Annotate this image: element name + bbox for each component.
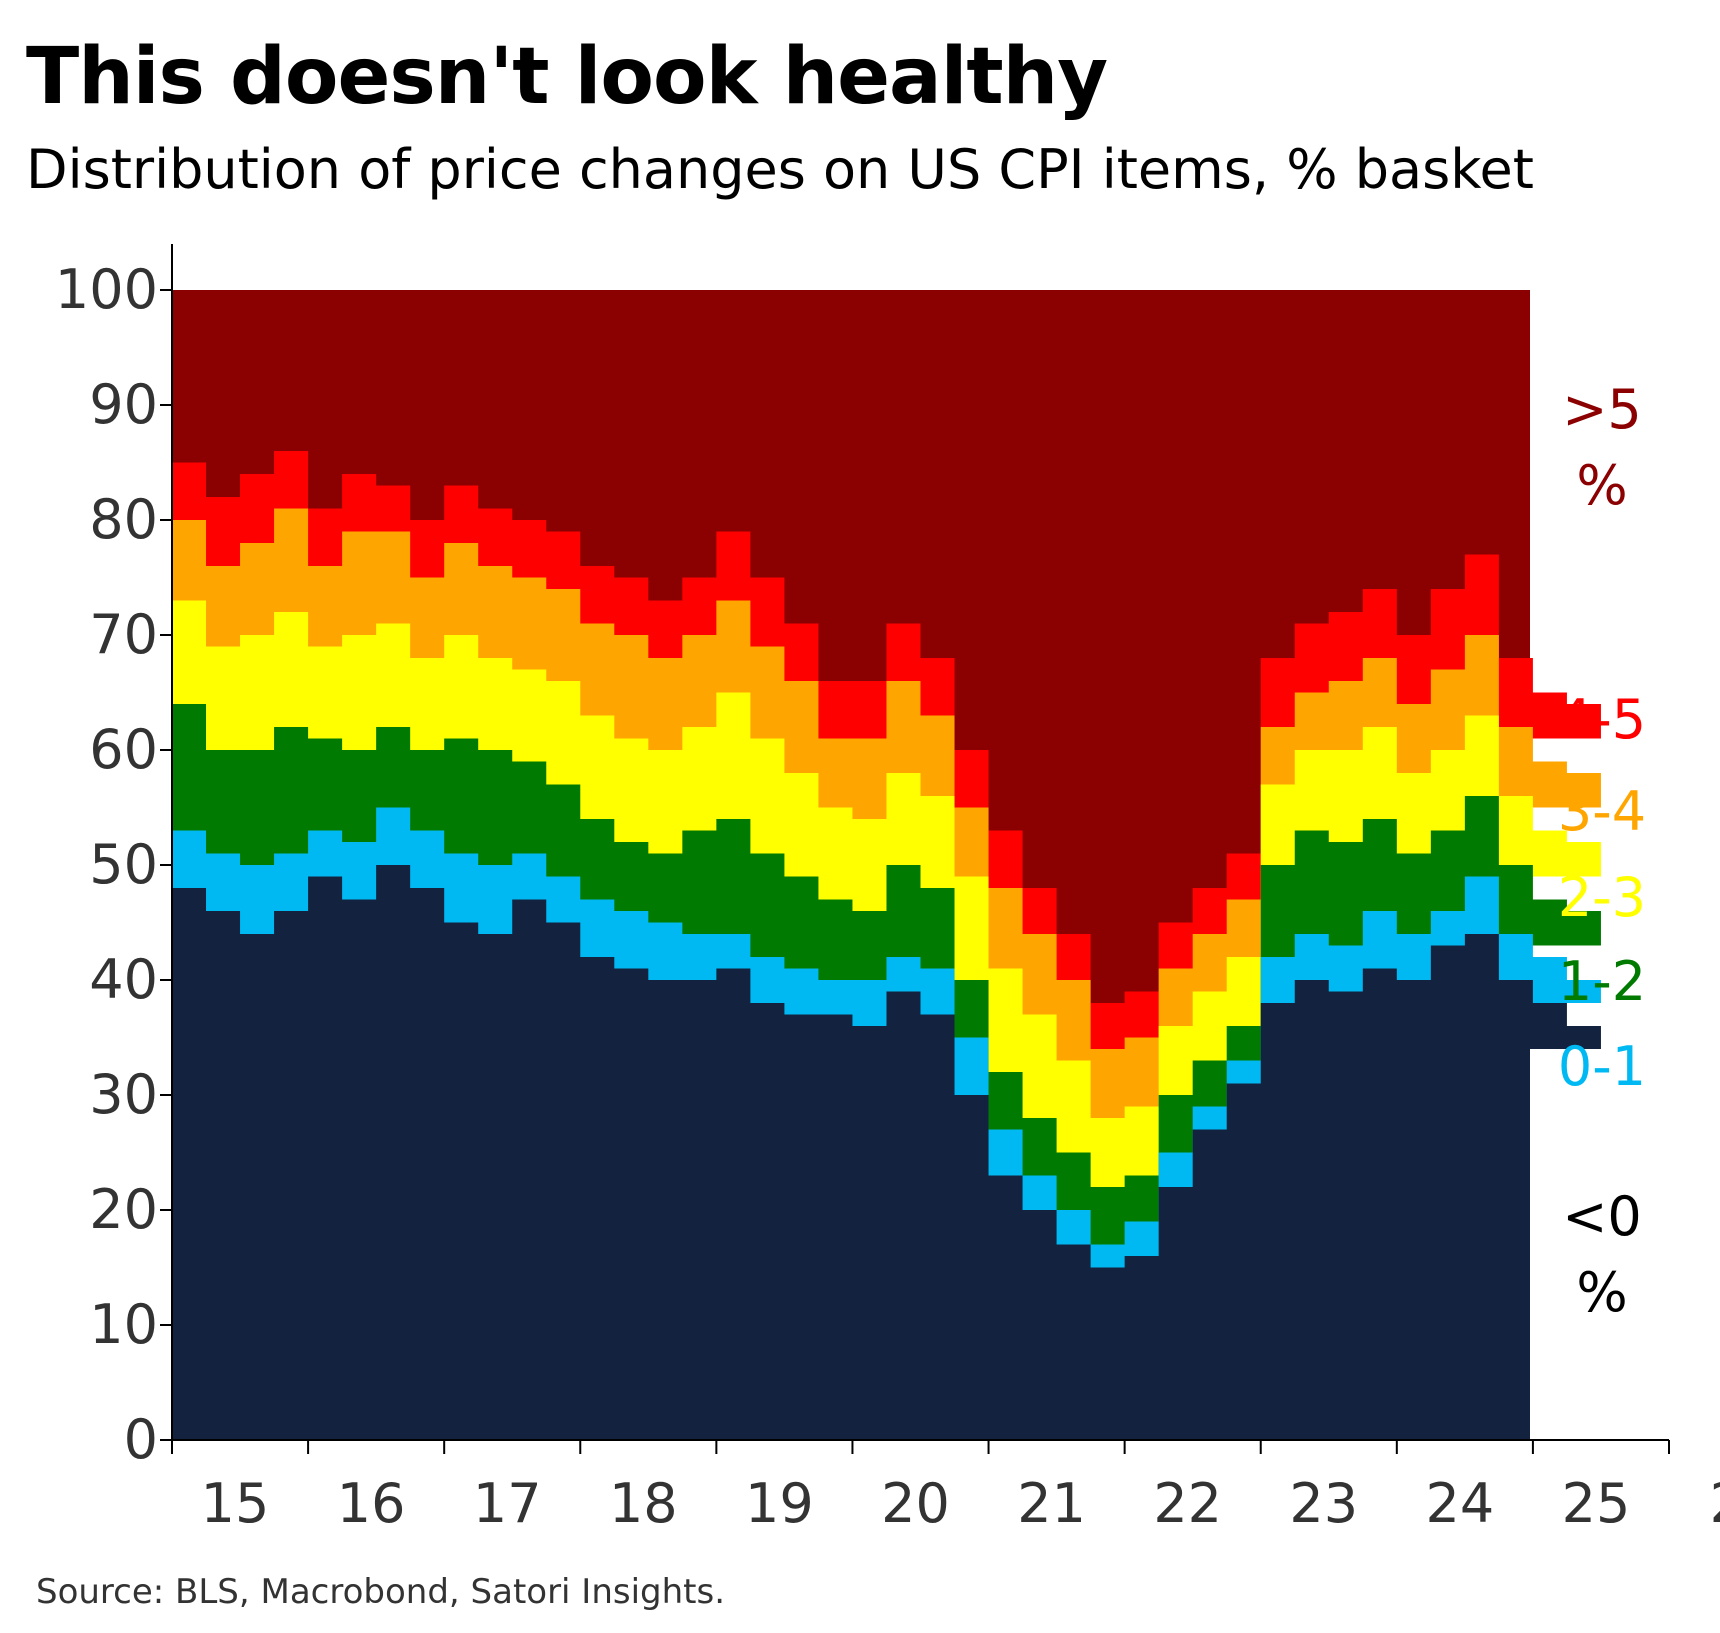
y-tick-label: 10 — [89, 1293, 158, 1356]
series-label: >5 — [1562, 378, 1642, 441]
y-tick-label: 100 — [55, 258, 158, 321]
series-label: <0 — [1562, 1185, 1642, 1248]
series-label: 2-3 — [1558, 866, 1646, 929]
x-tick-label: 25 — [1562, 1472, 1631, 1535]
y-tick-label: 0 — [124, 1408, 158, 1471]
series-labels-group: <0% 0-1 1-2 2-3 3-4 4-5 >5% — [1558, 378, 1646, 1324]
x-tick-label: 23 — [1289, 1472, 1358, 1535]
y-tick-label: 30 — [89, 1063, 158, 1126]
series-label: % — [1576, 454, 1627, 517]
band-lt0pct — [172, 865, 1601, 1440]
x-tick-label: 16 — [337, 1472, 406, 1535]
y-tick-label: 70 — [89, 603, 158, 666]
x-tick-label: 21 — [1017, 1472, 1086, 1535]
y-tick-label: 20 — [89, 1178, 158, 1241]
x-tick-label: 22 — [1153, 1472, 1222, 1535]
stacked-area-chart: 0 10 20 30 40 50 60 70 80 90 100 15 16 17 18 19 20 21 22 23… — [55, 244, 1720, 1535]
series-label: 0-1 — [1558, 1035, 1646, 1098]
x-tick-label: 26 — [1710, 1472, 1720, 1535]
bands-group — [172, 290, 1601, 1440]
y-tick-label: 40 — [89, 948, 158, 1011]
x-tick-label: 18 — [609, 1472, 678, 1535]
x-tick-label: 15 — [201, 1472, 270, 1535]
y-tick-label: 50 — [89, 833, 158, 896]
axes-group: 0 10 20 30 40 50 60 70 80 90 100 15 16 17 18 19 20 21 22 23… — [55, 244, 1720, 1535]
y-tick-label: 90 — [89, 373, 158, 436]
series-label: 4-5 — [1558, 688, 1646, 751]
source-note: Source: BLS, Macrobond, Satori Insights. — [36, 1572, 726, 1612]
x-tick-label: 20 — [881, 1472, 950, 1535]
chart-title: This doesn't look healthy — [26, 32, 1108, 122]
series-label: 3-4 — [1558, 780, 1646, 843]
chart-subtitle: Distribution of price changes on US CPI … — [26, 138, 1534, 201]
x-tick-label: 24 — [1426, 1472, 1495, 1535]
x-tick-label: 19 — [745, 1472, 814, 1535]
y-tick-label: 80 — [89, 488, 158, 551]
y-tick-label: 60 — [89, 718, 158, 781]
series-label: % — [1576, 1261, 1627, 1324]
series-label: 1-2 — [1558, 950, 1646, 1013]
x-tick-label: 17 — [473, 1472, 542, 1535]
